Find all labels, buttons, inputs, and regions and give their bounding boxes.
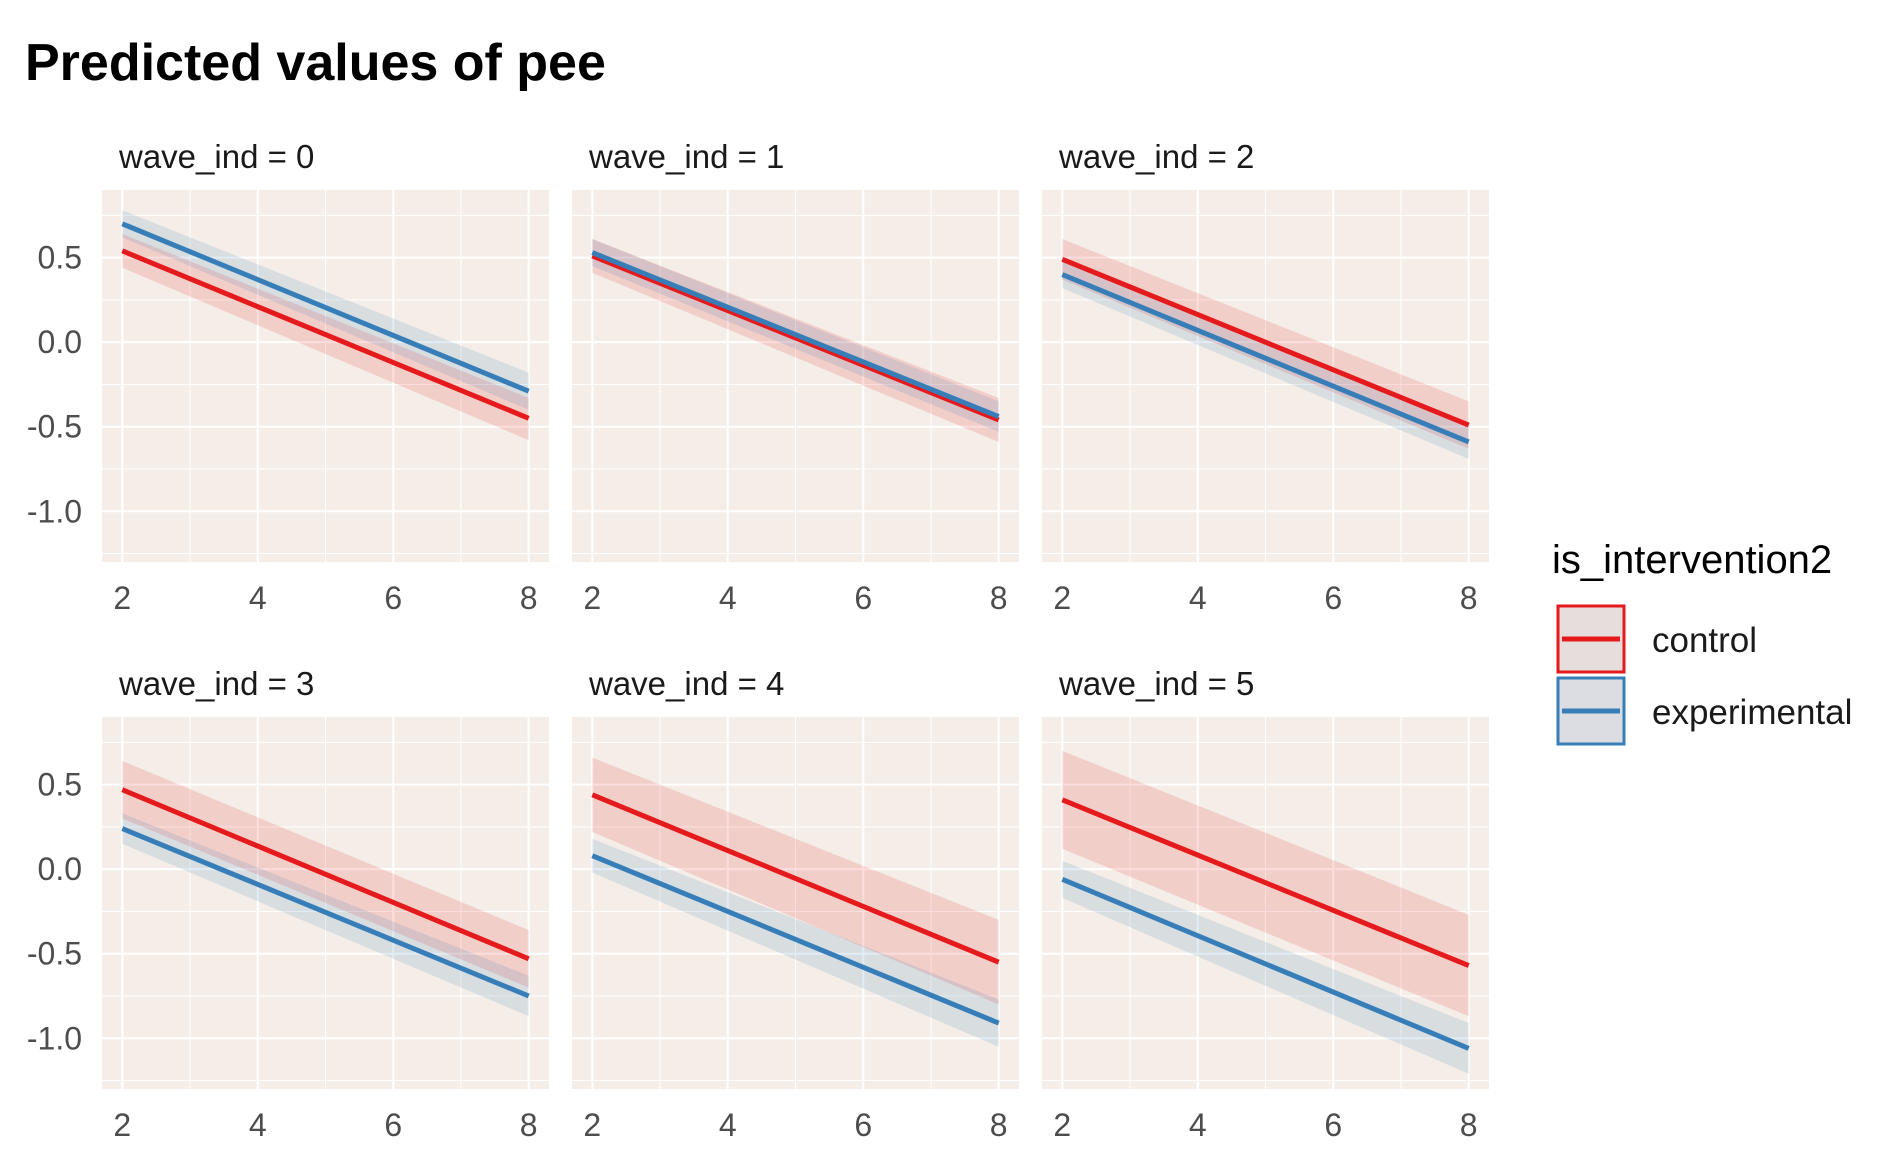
series-line-control [121, 787, 530, 962]
y-tick-label: -1.0 [27, 1020, 82, 1056]
facet-panel-5: wave_ind = 5 2 4 6 8 [1042, 665, 1489, 1143]
x-tick-label: 2 [1053, 1107, 1071, 1143]
y-tick-label: 0.5 [38, 767, 82, 803]
x-tick-label: 8 [990, 1107, 1008, 1143]
x-tick-label: 4 [249, 1107, 267, 1143]
series-line-control [1061, 257, 1470, 428]
x-tick-label: 6 [384, 580, 402, 616]
facet-strip-label: wave_ind = 0 [118, 138, 314, 175]
x-tick-label: 2 [1053, 580, 1071, 616]
y-tick-label: -0.5 [27, 936, 82, 972]
facet-strip-label: wave_ind = 5 [1058, 665, 1254, 702]
x-tick-label: 6 [1324, 580, 1342, 616]
series-line-experimental [591, 250, 1000, 419]
series-line-experimental [1061, 877, 1470, 1051]
facet-strip-label: wave_ind = 1 [588, 138, 784, 175]
y-tick-label: 0.0 [38, 851, 82, 887]
facet-panel-0: wave_ind = 0 2 4 6 8 0.5 0.0 -0.5 -1.0 [27, 138, 549, 616]
facet-panel-1: wave_ind = 1 2 4 6 8 [572, 138, 1019, 616]
x-tick-label: 2 [583, 1107, 601, 1143]
facet-panel-2: wave_ind = 2 2 4 6 8 [1042, 138, 1489, 616]
series-line-experimental [591, 853, 1000, 1026]
x-tick-label: 6 [854, 580, 872, 616]
x-tick-label: 6 [1324, 1107, 1342, 1143]
series-line-experimental [121, 221, 530, 394]
y-tick-label: 0.0 [38, 324, 82, 360]
x-tick-label: 4 [249, 580, 267, 616]
x-tick-label: 2 [583, 580, 601, 616]
legend-key-control [1556, 604, 1626, 674]
ci-ribbon-experimental [592, 838, 999, 1047]
x-tick-label: 2 [113, 580, 131, 616]
chart-title: Predicted values of pee [25, 34, 606, 92]
y-tick-label: -0.5 [27, 409, 82, 445]
y-tick-label: -1.0 [27, 493, 82, 529]
series-line-experimental [1061, 272, 1470, 445]
legend-label-experimental: experimental [1652, 693, 1852, 732]
legend: is_intervention2 control experimental [1552, 538, 1852, 746]
y-tick-label: 0.5 [38, 240, 82, 276]
series-line-experimental [121, 826, 530, 999]
legend-label-control: control [1652, 621, 1757, 660]
x-tick-label: 4 [719, 580, 737, 616]
x-tick-label: 2 [113, 1107, 131, 1143]
facet-strip-label: wave_ind = 2 [1058, 138, 1254, 175]
facet-strip-label: wave_ind = 3 [118, 665, 314, 702]
ci-ribbon-experimental [1062, 860, 1469, 1074]
series-line-control [591, 792, 1000, 965]
x-tick-label: 8 [990, 580, 1008, 616]
facet-strip-label: wave_ind = 4 [588, 665, 784, 702]
x-tick-label: 4 [1189, 580, 1207, 616]
facet-panel-3: wave_ind = 3 2 4 6 8 0.5 0.0 -0.5 -1.0 [27, 665, 549, 1143]
x-tick-label: 8 [520, 580, 538, 616]
series-line-control [1061, 797, 1470, 968]
x-tick-label: 8 [520, 1107, 538, 1143]
legend-title: is_intervention2 [1552, 538, 1832, 582]
x-tick-label: 8 [1460, 1107, 1478, 1143]
x-tick-label: 6 [854, 1107, 872, 1143]
series-line-control [121, 248, 530, 421]
series-line-control [591, 253, 1000, 423]
facet-panel-4: wave_ind = 4 2 4 6 8 [572, 665, 1019, 1143]
x-tick-label: 4 [719, 1107, 737, 1143]
x-tick-label: 8 [1460, 580, 1478, 616]
legend-key-experimental [1556, 676, 1626, 746]
x-tick-label: 6 [384, 1107, 402, 1143]
x-tick-label: 4 [1189, 1107, 1207, 1143]
